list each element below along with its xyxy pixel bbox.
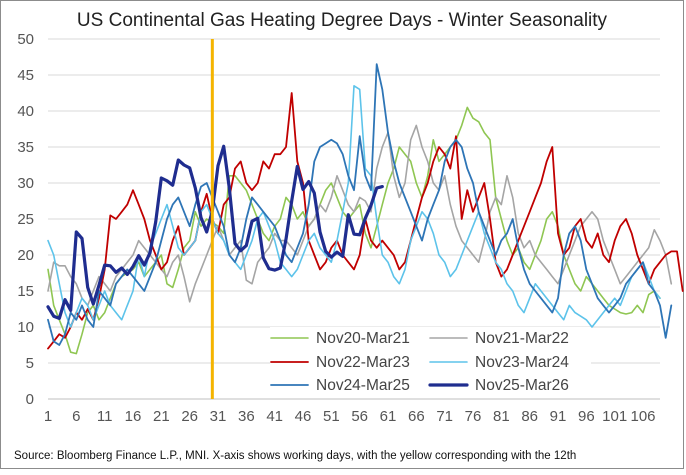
legend-bg <box>429 327 591 348</box>
y-axis-ticks: 0 5 10 15 20 25 30 35 40 45 50 <box>17 31 34 408</box>
legend: Nov20-Mar21 Nov21-Mar22 Nov22-Mar23 Nov23-M… <box>270 327 591 395</box>
y-tick-label: 0 <box>26 391 34 408</box>
legend-label: Nov22-Mar23 <box>316 354 410 371</box>
legend-label: Nov21-Mar22 <box>475 330 569 347</box>
x-tick-label: 11 <box>97 408 113 425</box>
x-tick-label: 81 <box>493 408 510 425</box>
legend-bg <box>429 351 591 372</box>
legend-bg <box>429 374 591 395</box>
y-tick-label: 45 <box>17 67 34 84</box>
y-tick-label: 20 <box>17 247 34 264</box>
legend-label: Nov25-Mar26 <box>475 377 569 394</box>
x-tick-label: 86 <box>521 408 538 425</box>
x-tick-label: 21 <box>153 408 170 425</box>
x-tick-label: 41 <box>266 408 283 425</box>
x-tick-label: 101 <box>602 408 627 425</box>
y-tick-label: 10 <box>17 319 34 336</box>
x-tick-label: 51 <box>323 408 340 425</box>
series-line-5 <box>47 63 673 346</box>
x-tick-label: 106 <box>630 408 655 425</box>
y-tick-label: 5 <box>26 355 34 372</box>
y-tick-label: 40 <box>17 103 34 120</box>
x-tick-label: 56 <box>351 408 368 425</box>
x-tick-label: 76 <box>465 408 482 425</box>
series-line-6 <box>46 144 384 320</box>
legend-label: Nov24-Mar25 <box>316 377 410 394</box>
legend-label: Nov20-Mar21 <box>316 330 410 347</box>
x-tick-label: 91 <box>550 408 567 425</box>
x-axis-ticks: 1 6 11 16 21 26 31 36 41 46 51 56 61 66 71 76 81 86 91 96 10… <box>44 408 656 425</box>
x-tick-label: 46 <box>295 408 312 425</box>
y-tick-label: 35 <box>17 139 34 156</box>
y-tick-label: 30 <box>17 175 34 192</box>
legend-bg <box>270 327 432 348</box>
source-note: Source: Bloomberg Finance L.P., MNI. X-a… <box>14 450 576 462</box>
series-lines <box>46 63 684 355</box>
x-tick-label: 26 <box>181 408 198 425</box>
x-tick-label: 71 <box>436 408 453 425</box>
x-tick-label: 66 <box>408 408 425 425</box>
x-tick-label: 96 <box>578 408 595 425</box>
grid-lines <box>48 38 660 400</box>
x-tick-label: 31 <box>210 408 227 425</box>
x-tick-label: 61 <box>380 408 397 425</box>
x-tick-label: 6 <box>72 408 80 425</box>
legend-label: Nov23-Mar24 <box>475 354 569 371</box>
chart-title: US Continental Gas Heating Degree Days -… <box>77 10 608 31</box>
x-tick-label: 16 <box>125 408 142 425</box>
x-tick-label: 1 <box>44 408 52 425</box>
series-line-2 <box>47 124 673 307</box>
y-tick-label: 15 <box>17 283 34 300</box>
x-tick-label: 36 <box>238 408 255 425</box>
legend-bg <box>270 374 432 395</box>
y-tick-label: 50 <box>17 31 34 48</box>
legend-bg <box>270 351 432 372</box>
y-tick-label: 25 <box>17 211 34 228</box>
